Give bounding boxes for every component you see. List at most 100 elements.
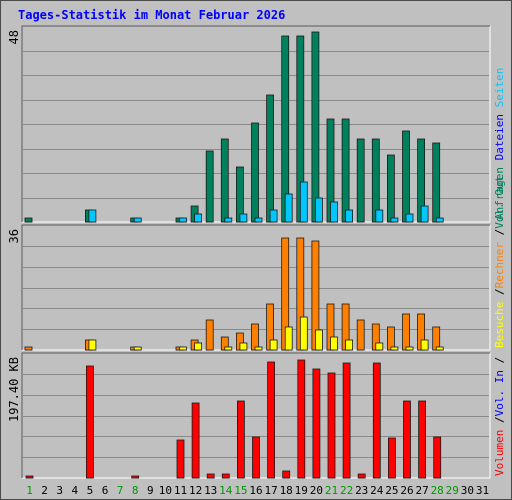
chart-title: Tages-Statistik im Monat Februar 2026	[18, 8, 285, 22]
legend-entry: /	[493, 288, 506, 295]
bar-volumen	[221, 473, 230, 479]
bar-dateien	[224, 217, 233, 223]
legend-entry: Besuche	[493, 295, 506, 348]
bar-volumen	[418, 400, 427, 479]
x-tick-label: 6	[102, 484, 109, 497]
bar-volumen	[342, 362, 351, 479]
bar-dateien	[239, 213, 248, 223]
legend: Volumen /Vol. In /	[493, 357, 506, 476]
bar-anfragen	[386, 154, 395, 223]
bar-volumen	[372, 362, 381, 479]
series-anfragen	[24, 31, 441, 223]
bar-rechner	[386, 326, 395, 351]
bar-besuche	[405, 346, 414, 351]
bar-dateien	[435, 217, 444, 223]
bar-anfragen	[402, 130, 410, 223]
bar-volumen	[131, 475, 140, 479]
x-tick-label: 3	[56, 484, 63, 497]
bar-volumen	[267, 361, 276, 479]
x-tick-label: 5	[87, 484, 94, 497]
plot-border	[21, 25, 490, 222]
bar-besuche	[420, 339, 429, 351]
anfragen-panel: 48 Anfragen Dateien Seiten	[7, 25, 506, 223]
bar-volumen	[312, 368, 321, 479]
bar-volumen	[403, 400, 411, 479]
bar-volumen	[282, 470, 291, 479]
x-tick-label: 10	[159, 484, 172, 497]
legend-entry: /	[493, 416, 506, 423]
y-scale-label: 48	[7, 30, 21, 44]
x-tick-label: 14	[219, 484, 233, 497]
x-tick-label: 16	[249, 484, 262, 497]
x-tick-label: 25	[385, 484, 398, 497]
bar-dateien	[345, 209, 354, 223]
legend-entry: Dateien	[493, 107, 506, 160]
bar-volumen	[191, 402, 200, 479]
bar-dateien	[405, 213, 414, 223]
bar-volumen	[327, 372, 336, 479]
bar-volumen	[387, 437, 396, 479]
x-tick-label: 8	[132, 484, 139, 497]
bar-besuche	[314, 329, 323, 351]
bar-anfragen	[341, 118, 350, 223]
bar-besuche	[133, 346, 142, 351]
bar-anfragen	[220, 138, 229, 223]
x-axis-labels: 1 2 3 4 5 6 7 8 9 10 11 12 13 14 15 16 17 18 19 20 21 22 23 24 2…	[26, 484, 489, 497]
x-tick-label: 15	[234, 484, 247, 497]
bar-volumen	[176, 439, 185, 479]
x-tick-label: 11	[174, 484, 187, 497]
bar-volumen	[433, 436, 442, 479]
bar-volumen	[86, 365, 94, 479]
bar-dateien	[254, 217, 263, 223]
y-scale-label: 36	[7, 229, 21, 243]
bar-dateien	[88, 209, 97, 223]
bar-besuche	[330, 336, 338, 351]
bar-dateien	[330, 201, 338, 223]
bar-dateien	[299, 181, 308, 223]
bar-rechner	[402, 313, 410, 351]
x-tick-label: 24	[370, 484, 384, 497]
bar-rechner	[432, 326, 441, 351]
bar-anfragen	[24, 217, 33, 223]
bar-besuche	[435, 346, 444, 351]
x-tick-label: 21	[325, 484, 338, 497]
x-tick-label: 22	[340, 484, 353, 497]
x-tick-label: 4	[71, 484, 78, 497]
bar-besuche	[375, 342, 384, 351]
bar-volumen	[25, 475, 34, 479]
x-tick-label: 18	[280, 484, 293, 497]
bar-volumen	[357, 473, 366, 479]
legend-entry: Vol. In	[493, 363, 506, 416]
bar-anfragen	[311, 31, 320, 223]
x-tick-label: 1	[26, 484, 33, 497]
bar-rechner	[356, 319, 365, 351]
bar-besuche	[390, 346, 399, 351]
legend-entry: /	[493, 357, 506, 364]
bar-dateien	[179, 217, 187, 223]
legend-entry: Anfragen	[493, 160, 506, 220]
bar-volumen	[236, 400, 245, 479]
bar-volumen	[206, 473, 215, 479]
bar-volumen	[297, 359, 306, 479]
x-tick-label: 28	[431, 484, 444, 497]
x-tick-label: 12	[189, 484, 202, 497]
bar-besuche	[345, 339, 354, 351]
series-dateien	[88, 181, 444, 223]
bar-anfragen	[205, 150, 214, 223]
legend-entry: /	[493, 229, 506, 236]
legend-entry: Vol. Out	[493, 176, 506, 229]
bar-anfragen	[251, 122, 259, 223]
bar-anfragen	[266, 94, 275, 223]
bar-dateien	[375, 209, 384, 223]
bar-rechner	[24, 346, 33, 351]
bar-besuche	[224, 346, 233, 351]
plot-border	[21, 352, 490, 478]
x-tick-label: 31	[476, 484, 489, 497]
x-tick-label: 7	[117, 484, 124, 497]
legend-entry: Volumen	[493, 423, 506, 476]
series-volumen	[25, 359, 442, 479]
bar-besuche	[239, 342, 248, 351]
bar-besuche	[179, 346, 187, 351]
